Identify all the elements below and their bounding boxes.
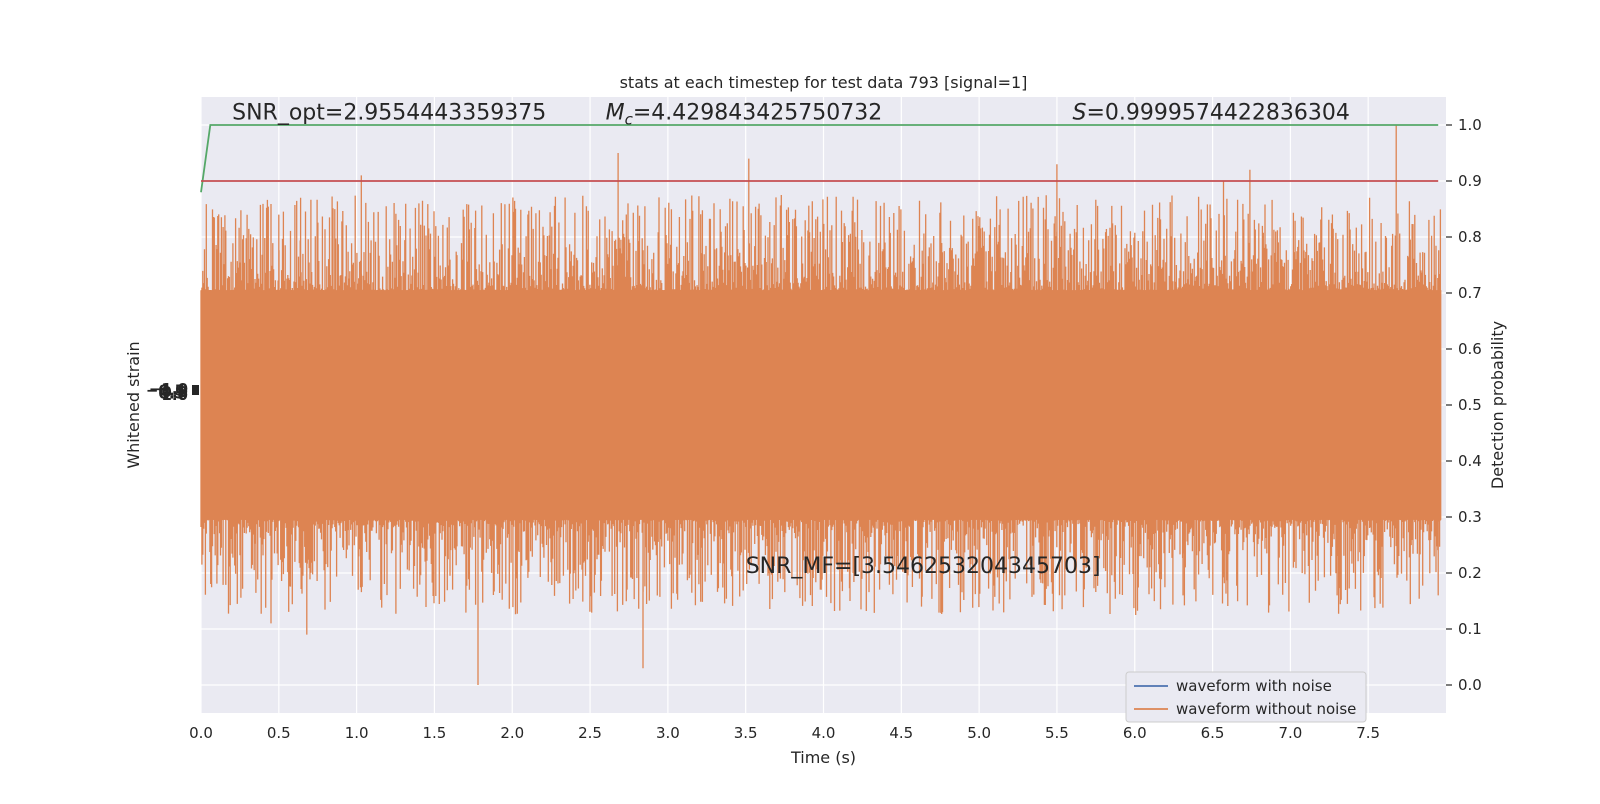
detection-probability-line <box>200 124 1439 193</box>
x-tick-label: 7.5 <box>1356 724 1380 742</box>
x-tick-label: 1.5 <box>423 724 447 742</box>
waveform-without-noise-series <box>200 125 1442 685</box>
legend-label-without-noise: waveform without noise <box>1176 700 1356 718</box>
right-y-tick-label: 1.0 <box>1458 116 1482 134</box>
x-tick-labels: 0.0 0.5 1.0 1.5 2.0 2.5 3.0 3.5 4.0 4.5 5.0 5.5 6.0 6… <box>189 724 1380 742</box>
left-y-tick-mark <box>192 385 199 395</box>
left-y-tick-label: 0.0 <box>161 383 188 401</box>
x-tick-label: 0.5 <box>267 724 291 742</box>
right-y-tick-label: 0.1 <box>1458 620 1482 638</box>
x-tick-label: 1.0 <box>345 724 369 742</box>
x-tick-label: 4.5 <box>889 724 913 742</box>
left-y-tick-label: −0.5 <box>146 382 185 400</box>
left-y-tick-label: −1.0 <box>149 380 188 398</box>
chart-title: stats at each timestep for test data 793… <box>620 73 1028 92</box>
right-y-tick-label: 0.4 <box>1458 452 1482 470</box>
right-y-axis-label: Detection probability <box>1488 321 1507 489</box>
annotations: SNR_opt=2.9554443359375 Mc=4.429843425750… <box>232 100 1350 579</box>
probability-lines <box>200 124 1439 193</box>
x-tick-label: 5.0 <box>967 724 991 742</box>
left-y-tick-label: 0.5 <box>158 385 185 403</box>
x-tick-label: 0.0 <box>189 724 213 742</box>
x-axis-label: Time (s) <box>790 748 856 767</box>
x-tick-label: 7.0 <box>1278 724 1302 742</box>
annotation-text: SNR_opt=2.9554443359375 <box>232 100 546 125</box>
x-tick-label: 3.5 <box>734 724 758 742</box>
annotation-text: Mc=4.429843425750732 <box>606 100 883 128</box>
legend: waveform with noise waveform without noi… <box>1125 671 1367 723</box>
annotation-text: SNR_MF=[3.546253204345703] <box>746 554 1101 579</box>
x-tick-label: 5.5 <box>1045 724 1069 742</box>
x-tick-label: 4.0 <box>812 724 836 742</box>
waveform-spikes <box>200 125 1442 685</box>
legend-label-with-noise: waveform with noise <box>1176 677 1332 695</box>
x-tick-label: 6.5 <box>1201 724 1225 742</box>
annotation-text: S=0.9999574422836304 <box>1073 100 1350 125</box>
right-y-tick-label: 0.9 <box>1458 172 1482 190</box>
right-y-tick-label: 0.2 <box>1458 564 1482 582</box>
left-y-axis-label: Whitened strain <box>124 341 143 468</box>
right-y-tick-label: 0.3 <box>1458 508 1482 526</box>
right-y-tick-labels: 0.0 0.1 0.2 0.3 0.4 0.5 0.6 0.7 0.8 0.9 1.0 <box>1446 116 1482 694</box>
x-tick-label: 3.0 <box>656 724 680 742</box>
x-tick-label: 6.0 <box>1123 724 1147 742</box>
right-y-tick-label: 0.7 <box>1458 284 1482 302</box>
right-y-tick-label: 0.5 <box>1458 396 1482 414</box>
right-y-tick-label: 0.6 <box>1458 340 1482 358</box>
x-tick-label: 2.5 <box>578 724 602 742</box>
left-y-tick-label: 1.0 <box>161 386 188 404</box>
legend-box <box>1125 671 1367 723</box>
right-y-tick-label: 0.0 <box>1458 676 1482 694</box>
x-tick-label: 2.0 <box>500 724 524 742</box>
left-y-tick-labels: −1.0−0.50.00.51.0 <box>146 380 199 404</box>
right-y-tick-label: 0.8 <box>1458 228 1482 246</box>
